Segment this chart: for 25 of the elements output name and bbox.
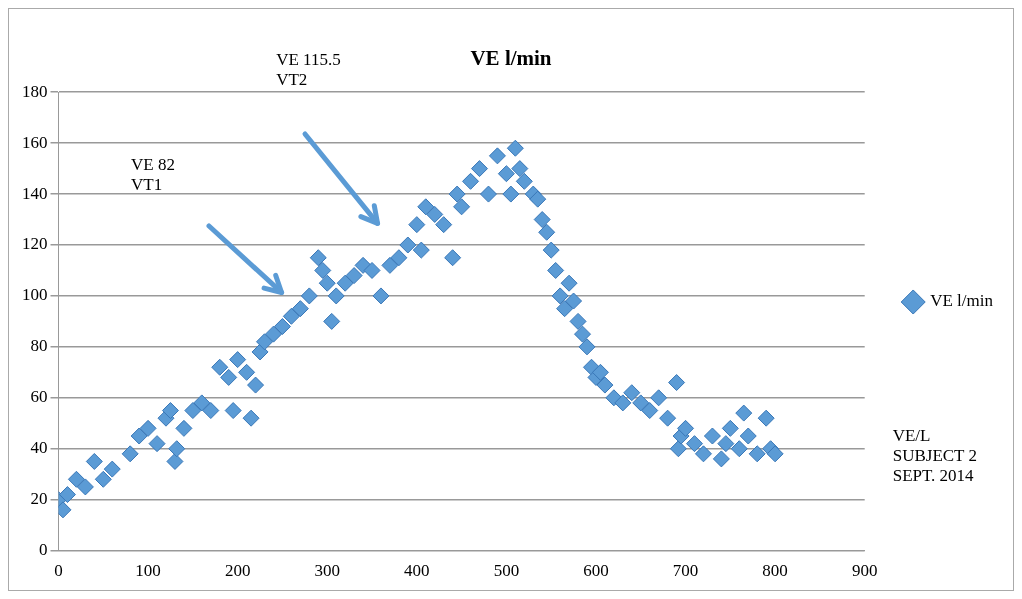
x-tick-label: 300 — [314, 561, 340, 581]
x-tick-label: 400 — [404, 561, 430, 581]
text: VE/L SUBJECT 2 SEPT. 2014 — [892, 425, 977, 485]
text: VE 115.5 VT2 — [276, 49, 341, 89]
y-tick-label: 80 — [30, 336, 48, 356]
x-tick-label: 700 — [672, 561, 699, 581]
annotation: VE 82 VT1 — [131, 155, 175, 195]
x-tick-label: 500 — [493, 561, 520, 581]
y-tick-label: 140 — [22, 183, 48, 203]
x-tick-label: 800 — [762, 561, 788, 581]
x-tick-label: 200 — [224, 561, 251, 581]
y-tick-label: 160 — [22, 132, 48, 152]
y-tick-label: 120 — [22, 234, 48, 254]
y-tick-label: 20 — [30, 489, 48, 509]
y-tick-label: 0 — [39, 540, 48, 560]
x-tick-label: 600 — [583, 561, 609, 581]
y-tick-label: 60 — [30, 387, 48, 407]
y-tick-label: 100 — [22, 285, 48, 305]
x-tick-label: 0 — [54, 561, 63, 581]
x-tick-label: 900 — [851, 561, 878, 581]
chart-title: VE l/min — [470, 46, 552, 71]
x-tick-label: 100 — [135, 561, 161, 581]
y-tick-label: 40 — [30, 438, 48, 458]
y-tick-label: 180 — [22, 81, 48, 101]
legend-label: VE l/min — [930, 291, 994, 311]
